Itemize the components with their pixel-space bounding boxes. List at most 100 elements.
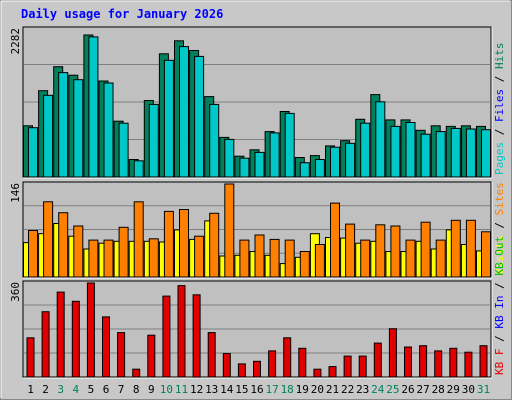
visits-sites-bar-sites-day-6 (103, 239, 114, 278)
day-label-23: 23 (356, 383, 369, 396)
day-label-2: 2 (42, 383, 49, 396)
hits-files-pages-bar-files-day-31 (481, 129, 491, 178)
visits-sites-bar-sites-day-12 (194, 235, 205, 278)
hits-files-pages-legend-separator: / (493, 122, 506, 142)
hits-files-pages-legend-hits: Hits (493, 43, 506, 70)
day-label-16: 16 (250, 383, 263, 396)
kbytes-bar-kb-f-day-8 (132, 368, 141, 378)
hits-files-pages-bar-files-day-25 (390, 125, 401, 178)
kbytes-bar-kb-f-day-24 (373, 342, 382, 378)
day-label-18: 18 (281, 383, 294, 396)
kbytes-bar-kb-f-day-4 (71, 300, 80, 378)
hits-files-pages-legend-pages: Pages (493, 142, 506, 175)
day-label-21: 21 (326, 383, 339, 396)
day-label-19: 19 (296, 383, 309, 396)
hits-files-pages-legend-separator: / (493, 69, 506, 89)
visits-sites-legend-sites: Sites (493, 182, 506, 215)
kbytes-bar-kb-f-day-27 (419, 345, 428, 378)
visits-sites-max-label: 146 (9, 183, 22, 203)
visits-sites-bar-sites-day-14 (224, 183, 235, 278)
day-label-6: 6 (103, 383, 110, 396)
kbytes-bar-kb-f-day-20 (313, 368, 322, 378)
kbytes-bar-kb-f-day-9 (147, 334, 156, 378)
day-labels: 1 2 3 4 5 6 7 8 9 10 11 12 13 14 15 16 17 18 19 20 21 22 23 24 2… (27, 383, 490, 396)
hits-files-pages-bar-files-day-19 (299, 162, 310, 178)
hits-files-pages-legend: Pages / Files / Hits (493, 43, 506, 176)
kbytes-bar-kb-f-day-28 (434, 350, 443, 378)
hits-files-pages-bar-files-day-17 (269, 132, 280, 178)
kbytes-bar-kb-f-day-13 (207, 332, 216, 378)
hits-files-pages-max-label: 2282 (9, 28, 22, 55)
kbytes-bar-kb-f-day-21 (328, 366, 337, 378)
day-label-11: 11 (175, 383, 188, 396)
visits-sites-bar-sites-day-15 (239, 239, 250, 278)
visits-sites-bar-sites-day-26 (405, 239, 416, 278)
kbytes-bar-kb-f-day-26 (404, 346, 412, 378)
day-label-29: 29 (447, 383, 460, 396)
kbytes-bar-kb-f-day-23 (358, 355, 367, 378)
kbytes-bar-kb-f-day-7 (117, 332, 126, 378)
day-label-27: 27 (416, 383, 429, 396)
kbytes-bar-kb-f-day-17 (268, 350, 277, 378)
hits-files-pages-bar-files-day-26 (405, 122, 416, 178)
kbytes-legend-separator: / (493, 276, 506, 296)
kbytes-bar-kb-f-day-19 (298, 347, 307, 378)
hits-files-pages-bar-files-day-8 (133, 160, 144, 178)
day-label-20: 20 (311, 383, 324, 396)
kbytes-bar-kb-f-day-16 (253, 360, 261, 378)
visits-sites-bar-sites-day-1 (28, 230, 38, 278)
panels: 2282 Pages / Files / Hits 146 Visits / Site… (9, 26, 506, 379)
day-label-30: 30 (462, 383, 475, 396)
kbytes-bar-kb-f-day-3 (56, 291, 65, 378)
visits-sites-bar-sites-day-17 (269, 238, 280, 278)
day-label-5: 5 (88, 383, 95, 396)
hits-files-pages-bar-files-day-6 (103, 82, 114, 178)
day-label-26: 26 (401, 383, 414, 396)
visits-sites-bar-sites-day-3 (58, 212, 69, 278)
day-label-1: 1 (27, 383, 34, 396)
day-label-4: 4 (72, 383, 79, 396)
hits-files-pages-bar-files-day-21 (330, 146, 340, 178)
visits-sites-bar-sites-day-11 (179, 209, 189, 278)
day-label-9: 9 (148, 383, 155, 396)
kbytes-legend-kb-out: KB Out (493, 236, 506, 276)
hits-files-pages-bar-files-day-5 (88, 36, 99, 178)
visits-sites-bar-sites-day-7 (118, 226, 129, 278)
kbytes-bar-kb-f-day-5 (86, 282, 95, 378)
visits-sites-bar-sites-day-10 (163, 210, 174, 278)
hits-files-pages-bar-files-day-11 (179, 46, 189, 178)
hits-files-pages-bar-files-day-10 (163, 59, 174, 178)
kbytes-bar-kb-f-day-22 (343, 355, 352, 378)
visits-sites-bar-sites-day-20 (314, 244, 325, 278)
visits-sites-bar-sites-day-8 (133, 201, 144, 278)
day-label-17: 17 (265, 383, 278, 396)
kbytes-legend-kb-f: KB F (493, 349, 506, 376)
kbytes-bar-kb-f-day-1 (26, 337, 35, 378)
kbytes-bar-kb-f-day-11 (177, 285, 186, 378)
hits-files-pages-bar-files-day-14 (224, 138, 235, 178)
hits-files-pages-bar-files-day-27 (420, 133, 431, 178)
day-label-31: 31 (477, 383, 490, 396)
day-label-8: 8 (133, 383, 140, 396)
hits-files-pages-bar-files-day-28 (435, 131, 446, 178)
kbytes-bar-kb-f-day-31 (479, 345, 488, 378)
kbytes-legend-separator: / (493, 329, 506, 349)
visits-sites-bar-sites-day-31 (481, 231, 491, 278)
kbytes-max-label: 360 (9, 282, 22, 302)
hits-files-pages-bar-files-day-16 (254, 151, 265, 178)
visits-sites-bar-sites-day-23 (360, 239, 371, 278)
kbytes-bar-kb-f-day-6 (102, 316, 110, 378)
visits-sites-bar-sites-day-22 (345, 223, 356, 278)
hits-files-pages-bar-files-day-29 (450, 127, 461, 178)
visits-sites-bar-sites-day-27 (420, 221, 431, 278)
day-label-25: 25 (386, 383, 399, 396)
kbytes-bar-kb-f-day-10 (162, 295, 171, 378)
visits-sites-bar-sites-day-28 (435, 239, 446, 278)
kbytes-bar-kb-f-day-25 (388, 328, 397, 378)
hits-files-pages-bar-files-day-24 (375, 101, 386, 178)
day-label-12: 12 (190, 383, 203, 396)
visits-sites-bar-sites-day-30 (465, 219, 476, 278)
visits-sites-bar-sites-day-9 (148, 238, 159, 278)
